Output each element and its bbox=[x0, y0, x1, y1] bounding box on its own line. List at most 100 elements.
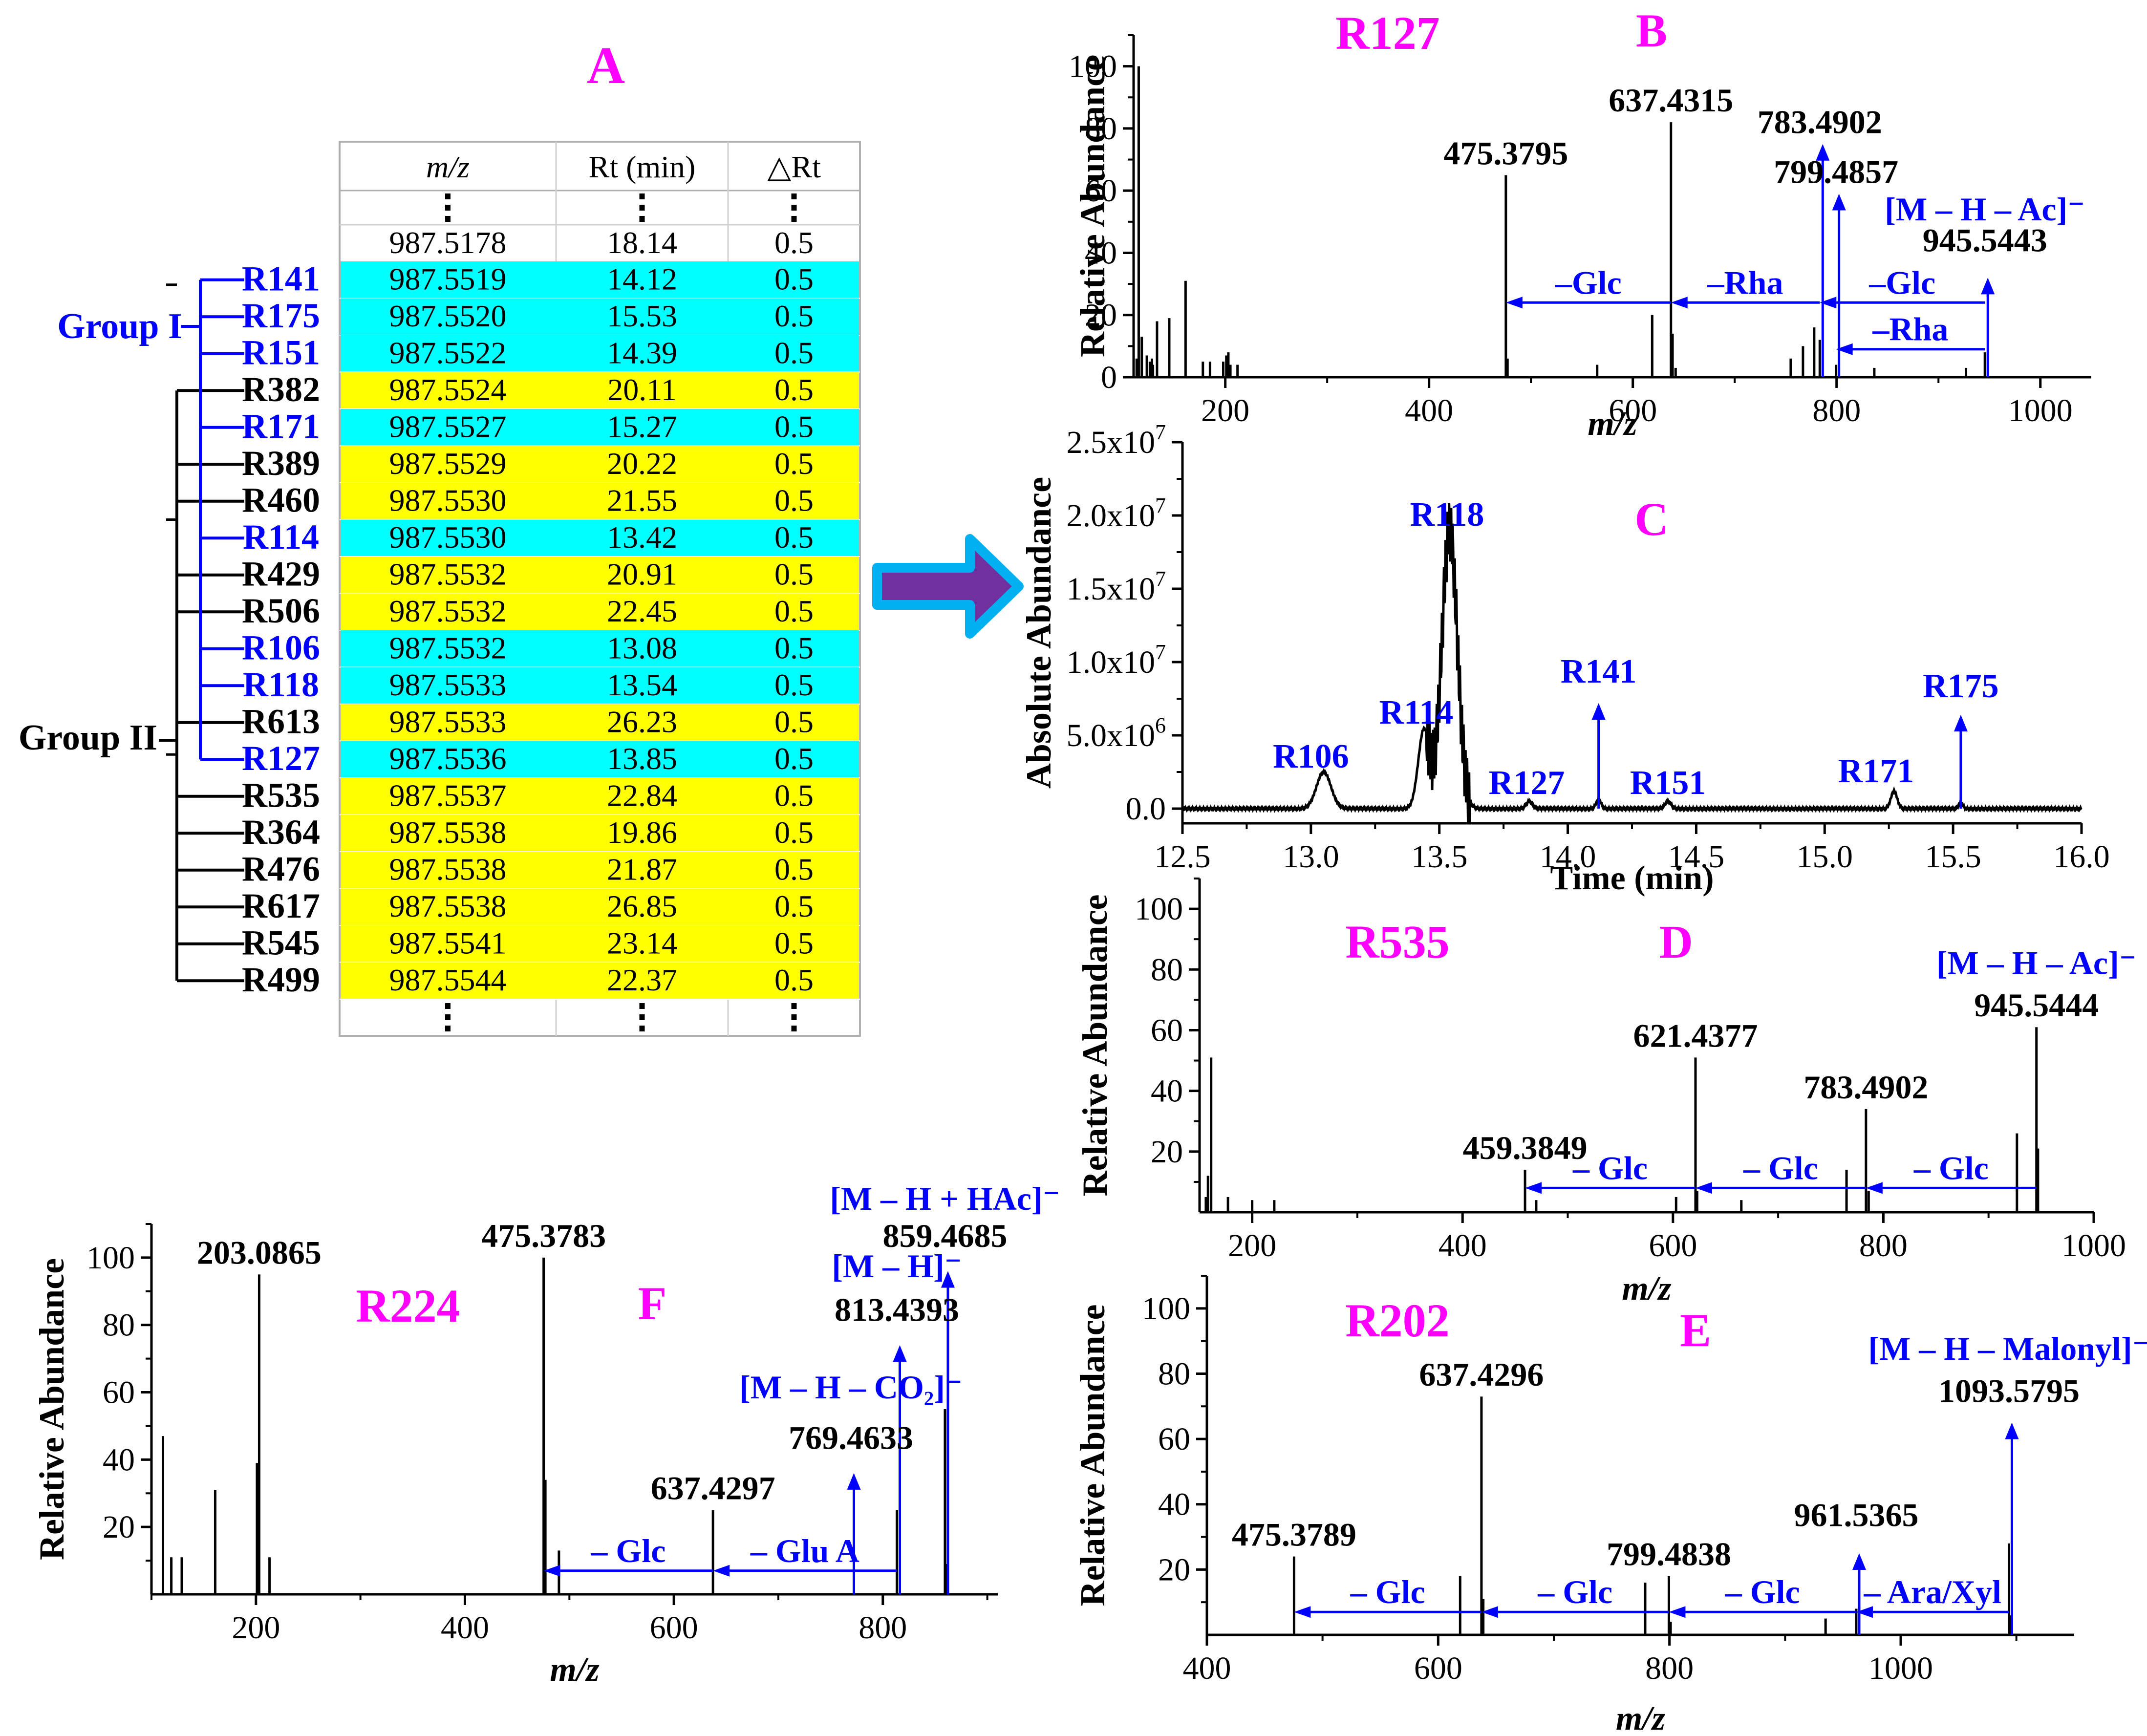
table-cell: 987.5533 bbox=[389, 667, 507, 702]
y-tick-label: 20 bbox=[103, 1509, 135, 1545]
peak-label: 203.0865 bbox=[197, 1234, 322, 1271]
table-cell: 0.5 bbox=[774, 667, 814, 702]
peak-label: 459.3849 bbox=[1463, 1129, 1588, 1166]
x-tick-label: 800 bbox=[1859, 1228, 1908, 1264]
table-cell: 987.5532 bbox=[389, 594, 507, 628]
y-tick-label: 40 bbox=[1085, 235, 1117, 271]
compound-id-label: R118 bbox=[243, 665, 319, 704]
table-cell: 0.5 bbox=[774, 372, 814, 407]
peak-label: [M – H – Ac]⁻ bbox=[1885, 191, 2085, 228]
peak-label: 621.4377 bbox=[1633, 1017, 1758, 1054]
table-row bbox=[341, 335, 859, 372]
data-table: m/z Rt (min) △Rt 987.5178 18.14 0.5 987.5519 14… bbox=[242, 141, 861, 1037]
panel-b-spectrum: 200 400 600 800 1000 0 20 40 60 80 100 m/z Relative … bbox=[1069, 4, 2091, 443]
peak-label: 769.4633 bbox=[789, 1419, 913, 1456]
table-cell: 13.54 bbox=[607, 667, 677, 702]
table-cell: 987.5538 bbox=[389, 815, 507, 850]
x-tick-label: 800 bbox=[859, 1610, 907, 1646]
y-tick-label: 2.0x107 bbox=[1067, 493, 1166, 534]
panel-letter: C bbox=[1634, 493, 1668, 545]
compound-id-label: R506 bbox=[242, 591, 320, 630]
compound-id-label: R141 bbox=[242, 259, 320, 298]
x-tick-label: 1000 bbox=[2061, 1228, 2126, 1264]
x-axis-label: m/z bbox=[1588, 405, 1637, 443]
table-cell: 0.5 bbox=[774, 225, 814, 260]
panel-letter: E bbox=[1680, 1304, 1711, 1356]
table-cell: 987.5524 bbox=[389, 372, 507, 407]
table-cell: 0.5 bbox=[774, 557, 814, 591]
transition-arrow bbox=[872, 534, 1024, 639]
y-tick-label: 60 bbox=[1085, 173, 1117, 209]
arrow-head bbox=[1981, 278, 1995, 295]
compound-id-label: R151 bbox=[242, 333, 320, 372]
table-cell: 0.5 bbox=[774, 483, 814, 517]
peak-label: 799.4857 bbox=[1774, 153, 1898, 191]
compound-id-label: R429 bbox=[242, 554, 320, 593]
table-cell: 0.5 bbox=[774, 594, 814, 628]
x-tick-label: 16.0 bbox=[2053, 839, 2110, 875]
x-tick-label: 600 bbox=[1414, 1650, 1462, 1686]
compound-id-label: R382 bbox=[242, 370, 320, 409]
neutral-loss-label: – Ara/Xyl bbox=[1864, 1573, 2001, 1610]
x-tick-label: 1000 bbox=[2008, 393, 2073, 429]
panel-letter-a: A bbox=[587, 37, 625, 95]
table-cell: 0.5 bbox=[774, 630, 814, 665]
peak-label: R151 bbox=[1630, 764, 1706, 802]
x-axis-label: m/z bbox=[1622, 1270, 1671, 1307]
table-row bbox=[341, 519, 859, 557]
table-cell: 987.5519 bbox=[389, 261, 507, 296]
table-header: m/z bbox=[426, 150, 470, 184]
x-tick-label: 400 bbox=[1438, 1228, 1487, 1264]
table-cell: 987.5530 bbox=[389, 520, 507, 555]
peak-label: R175 bbox=[1923, 667, 1999, 705]
peak-label: 961.5365 bbox=[1794, 1497, 1918, 1534]
arrow-head bbox=[893, 1345, 907, 1362]
y-tick-label: 100 bbox=[1069, 49, 1117, 85]
y-tick-label: 40 bbox=[103, 1442, 135, 1478]
arrow-head bbox=[941, 1271, 955, 1288]
x-tick-label: 1000 bbox=[1868, 1650, 1933, 1686]
peak-label: [M – H]⁻ bbox=[832, 1247, 962, 1285]
table-cell: 0.5 bbox=[774, 704, 814, 739]
table-cell: 21.55 bbox=[607, 483, 677, 517]
table-cell: 987.5537 bbox=[389, 778, 507, 813]
compound-id: R202 bbox=[1345, 1294, 1449, 1347]
table-cell: 987.5544 bbox=[389, 963, 507, 997]
arrow-head bbox=[1832, 193, 1846, 211]
y-tick-label: 1.0x107 bbox=[1067, 640, 1166, 680]
y-tick-label: 80 bbox=[1085, 111, 1117, 147]
y-tick-label: 20 bbox=[1158, 1552, 1190, 1587]
compound-id-label: R535 bbox=[242, 775, 320, 814]
y-tick-label: 0 bbox=[1101, 360, 1117, 395]
x-tick-label: 600 bbox=[650, 1610, 698, 1646]
x-axis-label: m/z bbox=[550, 1651, 599, 1689]
arrow-head bbox=[1816, 144, 1830, 161]
table-row bbox=[341, 962, 859, 999]
compound-id-label: R499 bbox=[242, 960, 320, 999]
table-row bbox=[341, 557, 859, 594]
compound-id-label: R460 bbox=[242, 480, 320, 519]
neutral-loss-label: – Glc bbox=[1743, 1149, 1818, 1186]
y-tick-label: 40 bbox=[1151, 1073, 1183, 1109]
table-cell: 0.5 bbox=[774, 778, 814, 813]
arrow-head bbox=[1954, 715, 1968, 731]
y-tick-label: 60 bbox=[1151, 1012, 1183, 1048]
table-cell: 20.22 bbox=[607, 446, 677, 481]
table-cell: 20.11 bbox=[607, 372, 677, 407]
table-cell: 19.86 bbox=[607, 815, 677, 850]
neutral-loss-label: –Glc bbox=[1555, 264, 1622, 301]
table-cell: 22.84 bbox=[607, 778, 677, 813]
table-cell: 13.85 bbox=[607, 741, 677, 776]
table-cell: 987.5538 bbox=[389, 889, 507, 923]
neutral-loss-label: – Glc bbox=[1350, 1573, 1425, 1610]
y-axis-label: Relative Abundance bbox=[1075, 894, 1115, 1196]
x-tick-label: 400 bbox=[1183, 1650, 1231, 1686]
table-cell: 987.5520 bbox=[389, 299, 507, 333]
neutral-loss-label: – Glu A bbox=[750, 1532, 859, 1569]
chart-panels: 200 400 600 800 1000 0 20 40 60 80 100 m/z Relative … bbox=[32, 4, 2147, 1736]
compound-id-label: R389 bbox=[242, 444, 320, 483]
table-cell: 15.53 bbox=[607, 299, 677, 333]
x-tick-label: 200 bbox=[232, 1610, 280, 1646]
panel-letter: B bbox=[1636, 4, 1667, 57]
arrow-head bbox=[1525, 1182, 1542, 1194]
